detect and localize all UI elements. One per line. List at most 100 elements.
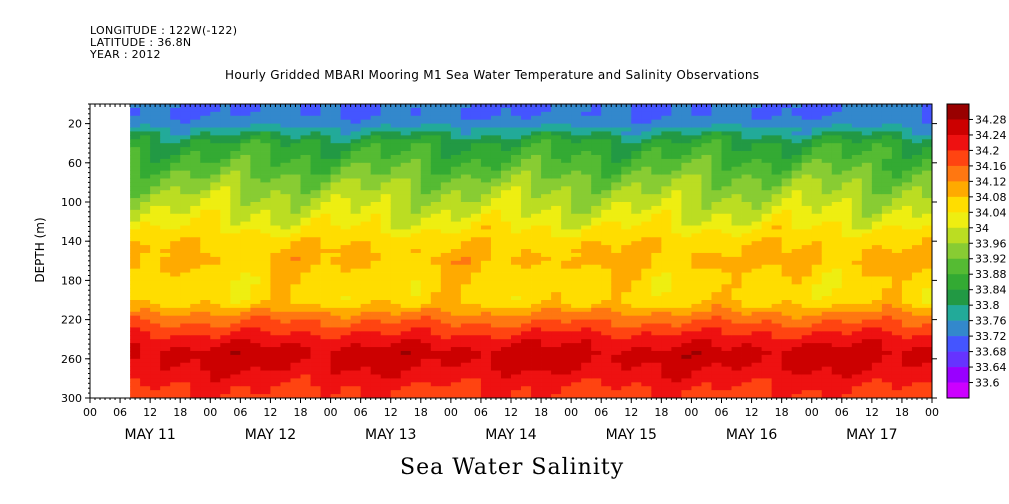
heatmap-cell	[440, 123, 452, 128]
heatmap-cell	[250, 182, 261, 187]
heatmap-cell	[561, 198, 572, 203]
heatmap-cell	[260, 315, 271, 320]
heatmap-cell	[631, 331, 642, 336]
heatmap-cell	[330, 394, 341, 399]
heatmap-cell	[450, 378, 462, 383]
heatmap-cell	[330, 378, 341, 383]
heatmap-cell	[561, 205, 572, 211]
heatmap-cell	[380, 300, 392, 305]
heatmap-cell	[180, 292, 191, 297]
heatmap-cell	[521, 221, 532, 226]
heatmap-cell	[460, 350, 472, 356]
heatmap-cell	[601, 202, 612, 207]
heatmap-cell	[511, 335, 522, 340]
heatmap-cell	[480, 143, 492, 148]
heatmap-cell	[340, 186, 352, 191]
heatmap-cell	[761, 174, 773, 179]
heatmap-cell	[671, 366, 682, 371]
heatmap-cell	[641, 327, 652, 332]
heatmap-cell	[721, 241, 732, 246]
heatmap-cell	[390, 205, 402, 211]
heatmap-cell	[641, 221, 652, 226]
heatmap-cell	[721, 378, 732, 383]
heatmap-cell	[290, 260, 301, 266]
heatmap-cell	[400, 323, 412, 328]
heatmap-cell	[360, 107, 372, 113]
heatmap-cell	[300, 256, 311, 262]
heatmap-cell	[300, 194, 311, 199]
heatmap-cell	[370, 111, 382, 117]
heatmap-cell	[210, 123, 221, 128]
heatmap-cell	[601, 205, 612, 211]
heatmap-cell	[200, 323, 211, 328]
heatmap-cell	[280, 154, 291, 160]
latitude-label: LATITUDE : 36.8N	[90, 36, 192, 49]
heatmap-cell	[400, 209, 412, 215]
heatmap-cell	[230, 202, 241, 207]
heatmap-cell	[791, 174, 803, 179]
heatmap-cell	[591, 284, 602, 289]
heatmap-cell	[440, 280, 452, 285]
heatmap-cell	[460, 143, 472, 148]
heatmap-cell	[430, 276, 442, 281]
heatmap-cell	[711, 107, 722, 113]
heatmap-cell	[230, 237, 241, 242]
heatmap-cell	[230, 272, 241, 277]
heatmap-cell	[561, 139, 572, 144]
heatmap-cell	[350, 362, 362, 368]
heatmap-cell	[180, 386, 191, 391]
heatmap-cell	[751, 296, 762, 301]
heatmap-cell	[210, 319, 221, 324]
heatmap-cell	[320, 354, 331, 360]
heatmap-cell	[450, 174, 462, 179]
heatmap-cell	[561, 292, 572, 297]
heatmap-cell	[551, 386, 562, 391]
heatmap-cell	[480, 280, 492, 285]
heatmap-cell	[400, 350, 412, 356]
heatmap-cell	[370, 194, 382, 199]
heatmap-cell	[220, 280, 231, 285]
heatmap-cell	[340, 119, 352, 124]
heatmap-cell	[190, 217, 201, 222]
heatmap-cell	[581, 225, 592, 230]
heatmap-cell	[691, 268, 702, 273]
heatmap-cell	[270, 284, 281, 289]
heatmap-cell	[170, 115, 181, 121]
heatmap-cell	[320, 158, 331, 164]
heatmap-cell	[200, 394, 211, 399]
heatmap-cell	[731, 358, 742, 364]
heatmap-cell	[711, 131, 722, 136]
heatmap-cell	[130, 107, 141, 113]
heatmap-cell	[470, 135, 482, 140]
heatmap-cell	[160, 178, 171, 183]
heatmap-cell	[370, 205, 382, 211]
heatmap-cell	[320, 209, 331, 215]
heatmap-cell	[611, 139, 622, 144]
heatmap-cell	[320, 260, 331, 266]
heatmap-cell	[681, 382, 692, 387]
heatmap-cell	[260, 249, 271, 254]
heatmap-cell	[591, 225, 602, 230]
heatmap-cell	[140, 198, 151, 203]
heatmap-cell	[781, 221, 793, 226]
heatmap-cell	[360, 362, 372, 368]
heatmap-cell	[470, 378, 482, 383]
heatmap-cell	[290, 217, 301, 222]
heatmap-cell	[641, 296, 652, 301]
heatmap-cell	[531, 252, 542, 258]
heatmap-cell	[190, 151, 201, 156]
heatmap-cell	[270, 256, 281, 262]
heatmap-cell	[320, 378, 331, 383]
heatmap-cell	[671, 272, 682, 277]
heatmap-cell	[300, 374, 311, 379]
heatmap-cell	[521, 162, 532, 168]
heatmap-cell	[330, 354, 341, 360]
heatmap-cell	[661, 182, 672, 187]
heatmap-cell	[701, 154, 712, 160]
heatmap-cell	[320, 182, 331, 187]
heatmap-cell	[691, 386, 702, 391]
heatmap-cell	[170, 378, 181, 383]
heatmap-cell	[410, 303, 422, 309]
heatmap-cell	[500, 107, 512, 113]
heatmap-cell	[601, 327, 612, 332]
